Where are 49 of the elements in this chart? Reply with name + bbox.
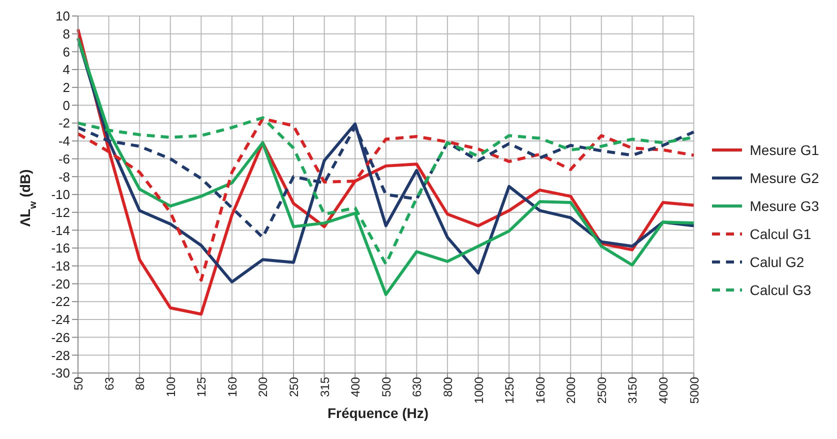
y-tick-label: -14	[51, 222, 70, 238]
y-tick-label: 2	[62, 80, 70, 96]
y-tick-label: -20	[51, 276, 70, 292]
legend-label: Calul G2	[750, 254, 804, 270]
y-tick-label: -28	[51, 348, 70, 363]
y-tick-label: -18	[51, 258, 70, 274]
x-tick-label: 1600	[533, 376, 548, 404]
y-tick-label: -16	[51, 240, 70, 256]
y-tick-label: -4	[58, 134, 70, 149]
x-tick-label: 125	[194, 376, 209, 398]
x-tick-label: 500	[379, 376, 394, 398]
x-tick-label: 80	[133, 376, 148, 390]
x-tick-label: 50	[72, 376, 86, 390]
x-tick-label: 160	[225, 376, 240, 398]
legend-label: Mesure G1	[750, 142, 819, 158]
x-tick-label: 200	[256, 376, 270, 398]
y-tick-label: 0	[62, 98, 70, 113]
x-tick-label: 4000	[656, 376, 670, 404]
y-tick-label: -26	[51, 330, 70, 345]
x-axis-title: Fréquence (Hz)	[327, 405, 429, 421]
y-tick-label: 8	[62, 26, 70, 42]
x-tick-label: 400	[348, 376, 363, 398]
x-tick-label: 1250	[502, 376, 517, 404]
y-tick-label: -12	[51, 204, 70, 220]
x-tick-label: 2000	[564, 376, 578, 404]
x-tick-label: 5000	[687, 376, 702, 404]
y-tick-label: 6	[62, 44, 70, 60]
legend-label: Mesure G3	[750, 198, 819, 214]
x-tick-label: 630	[410, 376, 424, 398]
x-tick-label: 63	[102, 376, 116, 390]
y-tick-label: -22	[51, 294, 70, 310]
legend-label: Mesure G2	[750, 170, 819, 186]
legend-label: Calcul G1	[750, 226, 812, 242]
x-tick-label: 315	[318, 376, 332, 398]
x-tick-label: 100	[164, 376, 178, 398]
y-tick-label: 10	[56, 8, 70, 24]
x-tick-label: 800	[440, 376, 455, 398]
y-tick-label: -8	[58, 169, 70, 184]
y-tick-label: -24	[51, 312, 70, 328]
y-tick-label: -2	[58, 116, 70, 131]
y-tick-label: -30	[51, 366, 70, 381]
x-tick-label: 250	[287, 376, 302, 398]
y-tick-label: -10	[51, 187, 70, 202]
x-tick-label: 1000	[472, 376, 486, 404]
legend-label: Calcul G3	[750, 282, 812, 298]
y-tick-label: 4	[62, 62, 70, 78]
x-tick-label: 3150	[626, 376, 640, 404]
y-tick-label: -6	[58, 151, 70, 166]
x-tick-label: 2500	[594, 376, 609, 404]
